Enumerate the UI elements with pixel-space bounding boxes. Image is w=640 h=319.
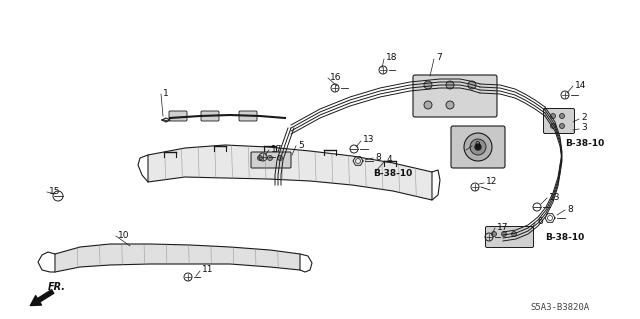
FancyArrowPatch shape: [30, 290, 54, 306]
Text: 2: 2: [581, 114, 587, 122]
Polygon shape: [55, 244, 300, 272]
Circle shape: [278, 155, 282, 160]
FancyBboxPatch shape: [251, 152, 291, 168]
Polygon shape: [148, 145, 432, 200]
Text: B-38-10: B-38-10: [545, 233, 584, 241]
Text: 10: 10: [118, 231, 129, 240]
Circle shape: [492, 232, 497, 236]
Text: 15: 15: [49, 187, 61, 196]
Circle shape: [257, 155, 262, 160]
Circle shape: [470, 139, 486, 155]
Text: 12: 12: [486, 177, 497, 187]
Circle shape: [446, 81, 454, 89]
Circle shape: [511, 232, 516, 236]
Circle shape: [550, 123, 556, 129]
Text: B-38-10: B-38-10: [565, 138, 604, 147]
Circle shape: [446, 101, 454, 109]
Text: 17: 17: [271, 145, 282, 153]
FancyBboxPatch shape: [543, 108, 575, 133]
Circle shape: [475, 144, 481, 150]
Circle shape: [559, 114, 564, 118]
Text: 11: 11: [202, 265, 214, 275]
Text: 13: 13: [549, 192, 561, 202]
Circle shape: [424, 101, 432, 109]
Text: 4: 4: [387, 155, 392, 165]
FancyBboxPatch shape: [413, 75, 497, 117]
Text: 9: 9: [474, 140, 480, 150]
Text: 14: 14: [575, 80, 586, 90]
Text: 7: 7: [436, 54, 442, 63]
Text: 5: 5: [298, 140, 304, 150]
FancyBboxPatch shape: [201, 111, 219, 121]
Text: B-38-10: B-38-10: [373, 168, 412, 177]
FancyBboxPatch shape: [169, 111, 187, 121]
Text: 6: 6: [537, 218, 543, 226]
Text: 18: 18: [386, 54, 397, 63]
Text: S5A3-B3820A: S5A3-B3820A: [530, 303, 589, 313]
Text: 8: 8: [567, 204, 573, 213]
Circle shape: [464, 133, 492, 161]
Text: 3: 3: [581, 123, 587, 132]
Text: FR.: FR.: [48, 282, 66, 292]
FancyBboxPatch shape: [451, 126, 505, 168]
Circle shape: [550, 114, 556, 118]
Text: 8: 8: [375, 152, 381, 161]
Text: 17: 17: [497, 222, 509, 232]
Circle shape: [559, 123, 564, 129]
Text: 16: 16: [330, 72, 342, 81]
Circle shape: [502, 232, 506, 236]
Text: 1: 1: [163, 88, 169, 98]
Circle shape: [424, 81, 432, 89]
Text: 13: 13: [363, 136, 374, 145]
FancyBboxPatch shape: [239, 111, 257, 121]
FancyBboxPatch shape: [486, 226, 534, 248]
Circle shape: [268, 155, 273, 160]
Circle shape: [468, 81, 476, 89]
